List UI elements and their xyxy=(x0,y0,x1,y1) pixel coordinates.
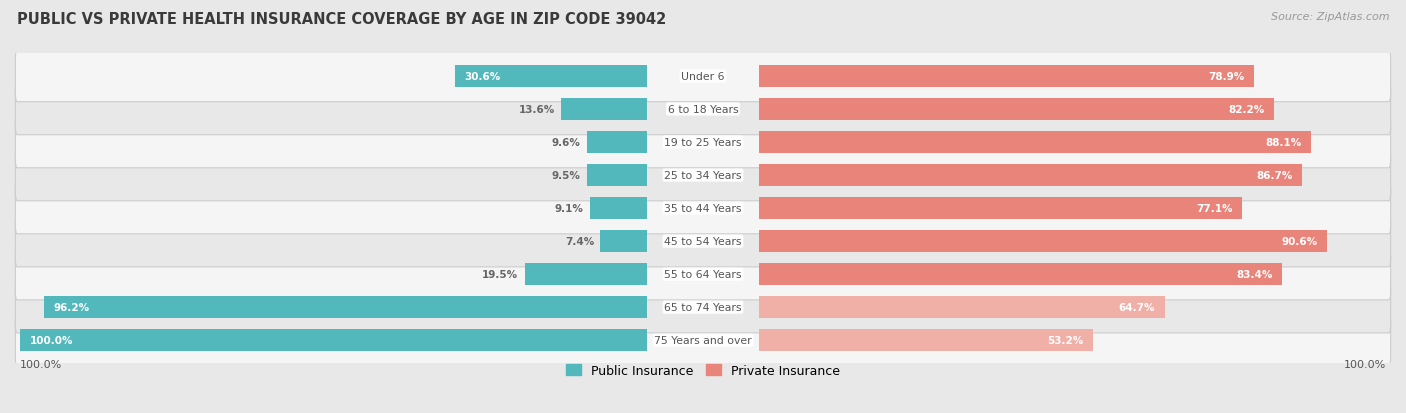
Text: 82.2%: 82.2% xyxy=(1229,105,1265,115)
Bar xyxy=(561,99,647,121)
FancyBboxPatch shape xyxy=(15,249,1391,300)
Bar xyxy=(588,164,647,187)
Text: 65 to 74 Years: 65 to 74 Years xyxy=(664,302,742,312)
Text: 86.7%: 86.7% xyxy=(1257,171,1294,180)
Text: 78.9%: 78.9% xyxy=(1208,72,1244,82)
Text: 9.1%: 9.1% xyxy=(554,204,583,214)
Bar xyxy=(759,99,1274,121)
Text: 88.1%: 88.1% xyxy=(1265,138,1302,148)
Bar xyxy=(524,263,647,286)
Bar xyxy=(20,329,647,351)
Bar xyxy=(759,131,1312,154)
Bar xyxy=(759,263,1282,286)
Bar xyxy=(600,230,647,253)
Text: 100.0%: 100.0% xyxy=(1343,359,1386,369)
Bar xyxy=(759,329,1092,351)
Bar xyxy=(759,230,1327,253)
Bar xyxy=(586,131,647,154)
Bar xyxy=(456,66,647,88)
Text: 6 to 18 Years: 6 to 18 Years xyxy=(668,105,738,115)
Legend: Public Insurance, Private Insurance: Public Insurance, Private Insurance xyxy=(561,359,845,382)
Text: 9.6%: 9.6% xyxy=(551,138,581,148)
Bar xyxy=(759,296,1164,318)
Text: 19 to 25 Years: 19 to 25 Years xyxy=(664,138,742,148)
Text: 25 to 34 Years: 25 to 34 Years xyxy=(664,171,742,180)
Text: 100.0%: 100.0% xyxy=(30,335,73,345)
FancyBboxPatch shape xyxy=(15,315,1391,366)
Bar xyxy=(759,66,1254,88)
Text: 35 to 44 Years: 35 to 44 Years xyxy=(664,204,742,214)
FancyBboxPatch shape xyxy=(15,183,1391,234)
Text: 55 to 64 Years: 55 to 64 Years xyxy=(664,269,742,280)
Text: Source: ZipAtlas.com: Source: ZipAtlas.com xyxy=(1271,12,1389,22)
Text: 100.0%: 100.0% xyxy=(20,359,63,369)
Bar xyxy=(759,197,1243,220)
FancyBboxPatch shape xyxy=(15,51,1391,102)
Text: 64.7%: 64.7% xyxy=(1119,302,1156,312)
Text: 30.6%: 30.6% xyxy=(464,72,501,82)
Text: 7.4%: 7.4% xyxy=(565,237,593,247)
FancyBboxPatch shape xyxy=(15,216,1391,267)
Text: Under 6: Under 6 xyxy=(682,72,724,82)
FancyBboxPatch shape xyxy=(15,117,1391,169)
Bar xyxy=(759,164,1302,187)
FancyBboxPatch shape xyxy=(15,84,1391,135)
Text: 77.1%: 77.1% xyxy=(1197,204,1233,214)
Text: 53.2%: 53.2% xyxy=(1047,335,1083,345)
Text: 9.5%: 9.5% xyxy=(553,171,581,180)
Text: 19.5%: 19.5% xyxy=(482,269,519,280)
Bar xyxy=(589,197,647,220)
FancyBboxPatch shape xyxy=(15,282,1391,333)
Text: 45 to 54 Years: 45 to 54 Years xyxy=(664,237,742,247)
Text: 96.2%: 96.2% xyxy=(53,302,90,312)
Text: 90.6%: 90.6% xyxy=(1281,237,1317,247)
FancyBboxPatch shape xyxy=(15,150,1391,201)
Text: 75 Years and over: 75 Years and over xyxy=(654,335,752,345)
Text: PUBLIC VS PRIVATE HEALTH INSURANCE COVERAGE BY AGE IN ZIP CODE 39042: PUBLIC VS PRIVATE HEALTH INSURANCE COVER… xyxy=(17,12,666,27)
Text: 83.4%: 83.4% xyxy=(1236,269,1272,280)
Bar xyxy=(44,296,647,318)
Text: 13.6%: 13.6% xyxy=(519,105,555,115)
